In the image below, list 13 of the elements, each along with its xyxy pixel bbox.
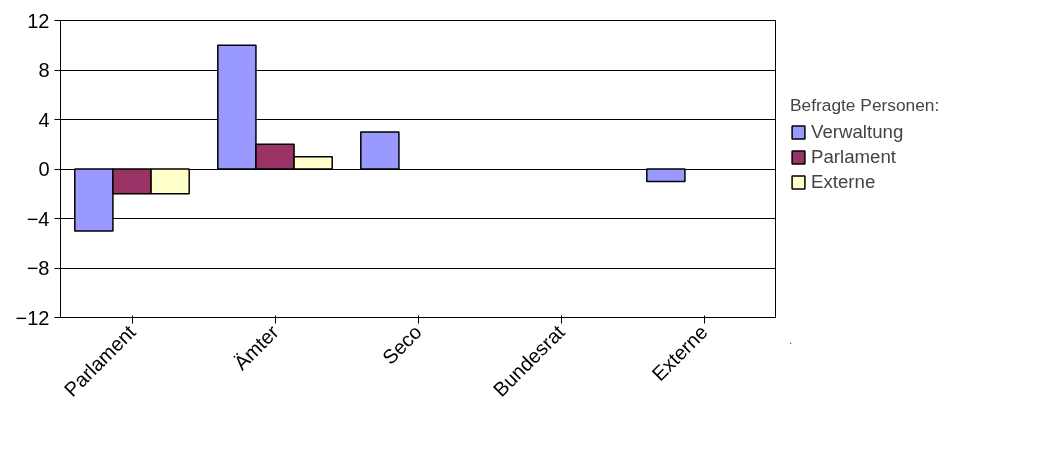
- y-tick-label: 8: [38, 59, 50, 81]
- legend-label: Parlament: [811, 146, 897, 168]
- y-tick-label: −8: [26, 257, 50, 279]
- legend-title: Befragte Personen:: [790, 95, 940, 116]
- legend-label: Externe: [811, 171, 876, 193]
- y-tick-label: −4: [26, 207, 50, 230]
- legend-label: Verwaltung: [811, 121, 904, 143]
- y-tick-label: 0: [38, 158, 50, 180]
- y-tick-label: 4: [38, 108, 50, 131]
- bar: [646, 168, 686, 183]
- bar: [360, 131, 400, 170]
- y-tick-label: −12: [15, 306, 50, 329]
- y-tick-label: 12: [27, 9, 50, 32]
